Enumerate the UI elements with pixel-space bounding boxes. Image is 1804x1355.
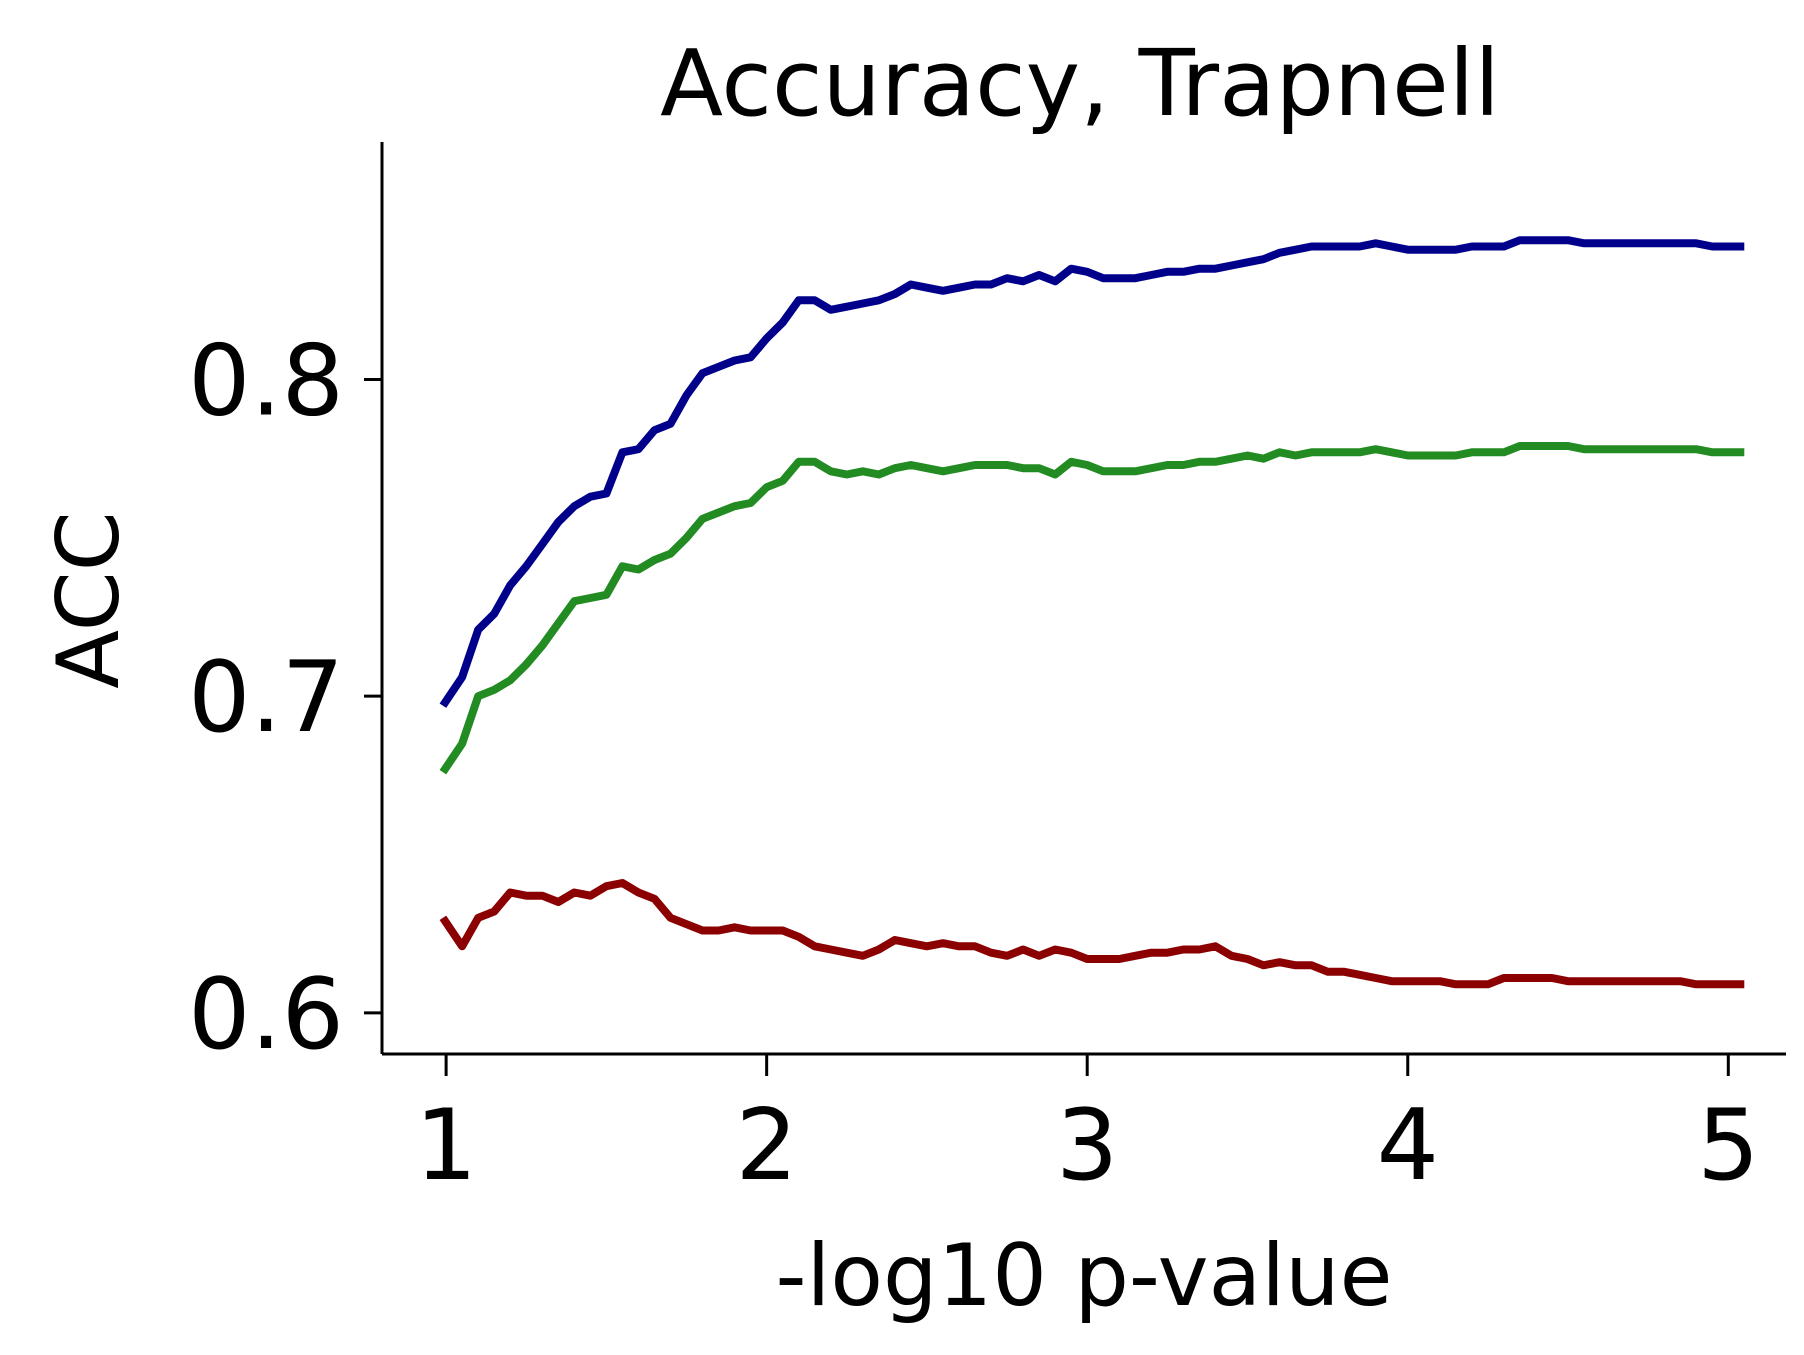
y-tick-label: 0.6 <box>188 958 344 1072</box>
x-tick-label: 1 <box>415 1089 477 1203</box>
x-tick-label: 2 <box>735 1089 797 1203</box>
x-axis-label: -log10 p-value <box>775 1226 1392 1326</box>
x-tick-label: 3 <box>1056 1089 1118 1203</box>
y-axis-label: ACC <box>39 511 139 688</box>
series-line-1 <box>439 236 1745 708</box>
plot-lines <box>439 236 1745 989</box>
x-ticks: 1 2 3 4 5 <box>415 1054 1759 1203</box>
y-tick-label: 0.8 <box>188 325 344 439</box>
x-tick-label: 5 <box>1697 1089 1759 1203</box>
y-ticks: 0.6 0.7 0.8 <box>188 325 382 1072</box>
series-line-2 <box>439 442 1745 775</box>
y-tick-label: 0.7 <box>188 641 344 755</box>
series-line-3 <box>439 879 1745 989</box>
x-tick-label: 4 <box>1377 1089 1439 1203</box>
chart-title: Accuracy, Trapnell <box>660 30 1500 137</box>
